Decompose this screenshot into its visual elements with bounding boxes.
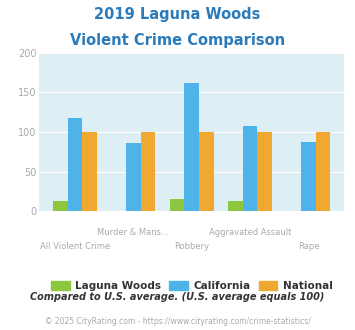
Bar bbox=[243, 126, 257, 211]
Bar bbox=[199, 132, 214, 211]
Bar bbox=[53, 201, 67, 211]
Text: 2019 Laguna Woods: 2019 Laguna Woods bbox=[94, 7, 261, 21]
Bar bbox=[141, 132, 155, 211]
Bar bbox=[170, 199, 184, 211]
Bar bbox=[184, 83, 199, 211]
Bar bbox=[82, 132, 97, 211]
Text: Aggravated Assault: Aggravated Assault bbox=[209, 228, 291, 237]
Legend: Laguna Woods, California, National: Laguna Woods, California, National bbox=[47, 277, 337, 295]
Text: Robbery: Robbery bbox=[174, 242, 209, 251]
Text: Violent Crime Comparison: Violent Crime Comparison bbox=[70, 33, 285, 48]
Bar bbox=[67, 118, 82, 211]
Bar bbox=[301, 142, 316, 211]
Bar bbox=[316, 132, 331, 211]
Text: Compared to U.S. average. (U.S. average equals 100): Compared to U.S. average. (U.S. average … bbox=[30, 292, 325, 302]
Bar bbox=[228, 201, 243, 211]
Text: All Violent Crime: All Violent Crime bbox=[40, 242, 110, 251]
Text: Rape: Rape bbox=[298, 242, 319, 251]
Bar bbox=[257, 132, 272, 211]
Bar bbox=[126, 143, 141, 211]
Text: Murder & Mans...: Murder & Mans... bbox=[97, 228, 169, 237]
Text: © 2025 CityRating.com - https://www.cityrating.com/crime-statistics/: © 2025 CityRating.com - https://www.city… bbox=[45, 317, 310, 326]
